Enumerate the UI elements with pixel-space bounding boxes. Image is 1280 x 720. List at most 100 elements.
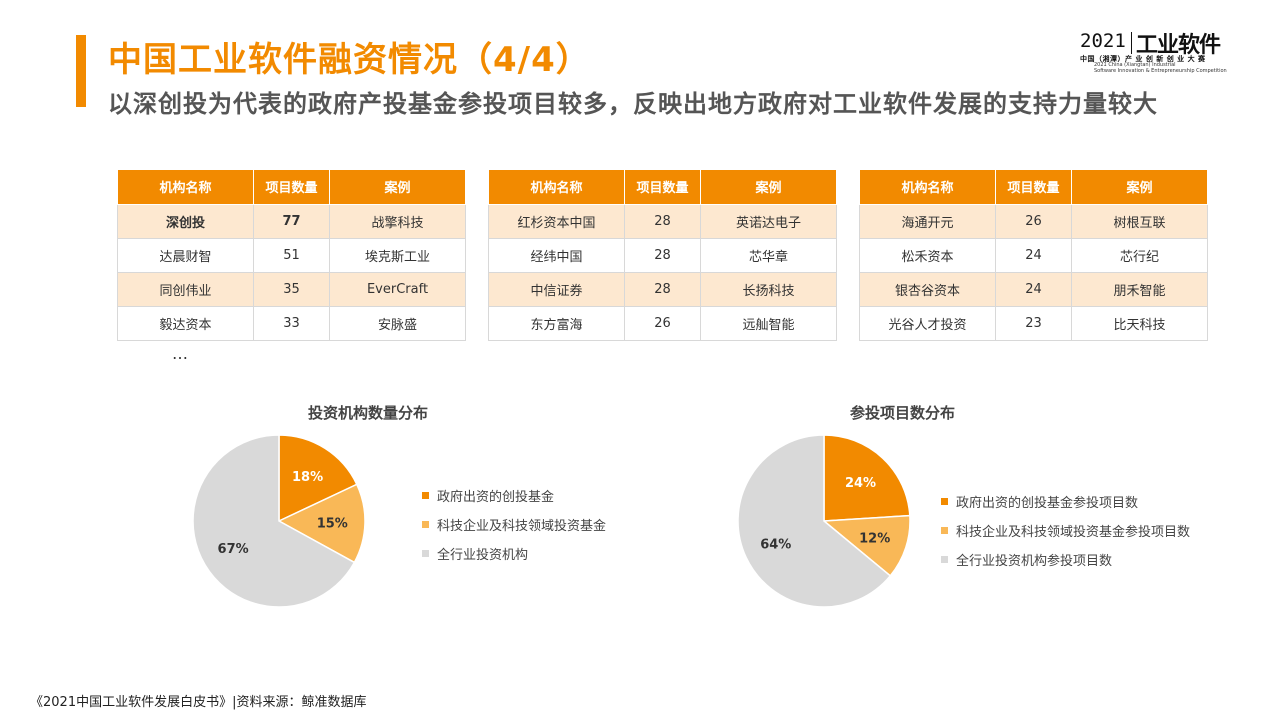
- event-logo: 2021 工业软件 中国（湘潭）产 业 创 新 创 业 大 赛 2021 Chi…: [1080, 30, 1230, 74]
- cell-name: 东方富海: [488, 306, 625, 341]
- legend-swatch: [422, 521, 429, 528]
- table-row: 深创投 77 战擎科技: [117, 204, 466, 239]
- pie-slice-1: [278, 434, 358, 523]
- table-header-case: 案例: [700, 170, 837, 205]
- legend-item: 政府出资的创投基金参投项目数: [941, 487, 1190, 516]
- page-title: 中国工业软件融资情况（4/4）: [108, 40, 591, 80]
- legend-item: 全行业投资机构: [422, 539, 606, 568]
- cell-name: 红杉资本中国: [488, 204, 625, 239]
- cell-count: 33: [253, 306, 330, 341]
- cell-count: 24: [995, 272, 1072, 307]
- cell-name: 毅达资本: [117, 306, 254, 341]
- pie-slice-3: [192, 434, 356, 608]
- legend-swatch: [941, 556, 948, 563]
- cell-name: 达晨财智: [117, 238, 254, 273]
- pie-slice-2: [277, 483, 366, 564]
- cell-case: 安脉盛: [329, 306, 466, 341]
- table-header-name: 机构名称: [117, 170, 254, 205]
- table-row: 同创伟业 35 EverCraft: [117, 272, 466, 307]
- table-row: 达晨财智 51 埃克斯工业: [117, 238, 466, 273]
- cell-case: 树根互联: [1071, 204, 1208, 239]
- table-row: 光谷人才投资 23 比天科技: [859, 306, 1208, 341]
- legend-label: 全行业投资机构参投项目数: [956, 554, 1113, 569]
- legend-swatch: [941, 498, 948, 505]
- pie-chart-institutions: 18% 15% 67%: [192, 434, 366, 608]
- logo-line-1: 中国（湘潭）产 业 创 新 创 业 大 赛: [1080, 55, 1206, 63]
- legend-label: 政府出资的创投基金参投项目数: [956, 496, 1139, 511]
- cell-count: 28: [624, 238, 701, 273]
- cell-count: 51: [253, 238, 330, 273]
- table-header-name: 机构名称: [859, 170, 996, 205]
- table-row: 海通开元 26 树根互联: [859, 204, 1208, 239]
- cell-case: 英诺达电子: [700, 204, 837, 239]
- table-row: 东方富海 26 远舢智能: [488, 306, 837, 341]
- cell-name: 银杏谷资本: [859, 272, 996, 307]
- legend-label: 科技企业及科技领域投资基金: [437, 519, 607, 534]
- pie-data-label: 64%: [760, 538, 791, 553]
- cell-case: 芯华章: [700, 238, 837, 273]
- cell-name: 海通开元: [859, 204, 996, 239]
- cell-count: 28: [624, 204, 701, 239]
- table-header-count: 项目数量: [995, 170, 1072, 205]
- cell-case: 比天科技: [1071, 306, 1208, 341]
- table-row: 银杏谷资本 24 朋禾智能: [859, 272, 1208, 307]
- pie-slice-1: [823, 434, 911, 522]
- cell-case: 远舢智能: [700, 306, 837, 341]
- table-header-count: 项目数量: [624, 170, 701, 205]
- logo-line-2: 2021 China (Xiangtan) Industrial: [1094, 62, 1176, 68]
- table-row: 松禾资本 24 芯行纪: [859, 238, 1208, 273]
- pie-data-label: 12%: [859, 531, 890, 546]
- cell-name: 松禾资本: [859, 238, 996, 273]
- table-row: 中信证券 28 长扬科技: [488, 272, 837, 307]
- more-ellipsis: …: [172, 344, 189, 363]
- logo-year: 2021: [1080, 30, 1126, 52]
- table-header-case: 案例: [1071, 170, 1208, 205]
- cell-name: 中信证券: [488, 272, 625, 307]
- cell-case: 朋禾智能: [1071, 272, 1208, 307]
- cell-count: 23: [995, 306, 1072, 341]
- cell-count: 35: [253, 272, 330, 307]
- pie-data-label: 15%: [317, 517, 348, 532]
- cell-name: 同创伟业: [117, 272, 254, 307]
- pie-slice-3: [737, 434, 892, 608]
- institution-table-2: 机构名称 项目数量 案例 红杉资本中国 28 英诺达电子 经纬中国 28 芯华章 中信证…: [488, 170, 837, 341]
- cell-case: 长扬科技: [700, 272, 837, 307]
- table-row: 经纬中国 28 芯华章: [488, 238, 837, 273]
- logo-brand: 工业软件: [1136, 33, 1221, 58]
- pie-slice-2: [822, 514, 911, 577]
- table-row: 毅达资本 33 安脉盛: [117, 306, 466, 341]
- institution-table-1: 机构名称 项目数量 案例 深创投 77 战擎科技 达晨财智 51 埃克斯工业 同创伟业 3…: [117, 170, 466, 341]
- legend-item: 政府出资的创投基金: [422, 481, 606, 510]
- pie-chart-projects: 24% 12% 64%: [737, 434, 911, 608]
- cell-count: 77: [253, 204, 330, 239]
- cell-case: 芯行纪: [1071, 238, 1208, 273]
- cell-case: 战擎科技: [329, 204, 466, 239]
- legend-item: 全行业投资机构参投项目数: [941, 545, 1190, 574]
- legend-label: 政府出资的创投基金: [437, 490, 555, 505]
- cell-count: 26: [624, 306, 701, 341]
- cell-count: 28: [624, 272, 701, 307]
- legend-label: 科技企业及科技领域投资基金参投项目数: [956, 525, 1191, 540]
- table-row: 红杉资本中国 28 英诺达电子: [488, 204, 837, 239]
- cell-name: 经纬中国: [488, 238, 625, 273]
- logo-separator: [1131, 32, 1132, 54]
- legend-institutions: 政府出资的创投基金 科技企业及科技领域投资基金 全行业投资机构: [422, 481, 606, 568]
- chart-title-institutions: 投资机构数量分布: [308, 404, 429, 422]
- legend-swatch: [941, 527, 948, 534]
- cell-name: 深创投: [117, 204, 254, 239]
- title-accent-bar: [76, 35, 86, 107]
- legend-swatch: [422, 492, 429, 499]
- legend-item: 科技企业及科技领域投资基金参投项目数: [941, 516, 1190, 545]
- table-header-case: 案例: [329, 170, 466, 205]
- table-header-name: 机构名称: [488, 170, 625, 205]
- table-header-count: 项目数量: [253, 170, 330, 205]
- cell-case: 埃克斯工业: [329, 238, 466, 273]
- cell-case: EverCraft: [329, 272, 466, 307]
- pie-data-label: 24%: [845, 476, 876, 491]
- pie-data-label: 18%: [292, 470, 323, 485]
- legend-item: 科技企业及科技领域投资基金: [422, 510, 606, 539]
- cell-count: 26: [995, 204, 1072, 239]
- institution-table-3: 机构名称 项目数量 案例 海通开元 26 树根互联 松禾资本 24 芯行纪 银杏谷资本 2…: [859, 170, 1208, 341]
- page-subtitle: 以深创投为代表的政府产投基金参投项目较多，反映出地方政府对工业软件发展的支持力量…: [108, 90, 1158, 118]
- cell-count: 24: [995, 238, 1072, 273]
